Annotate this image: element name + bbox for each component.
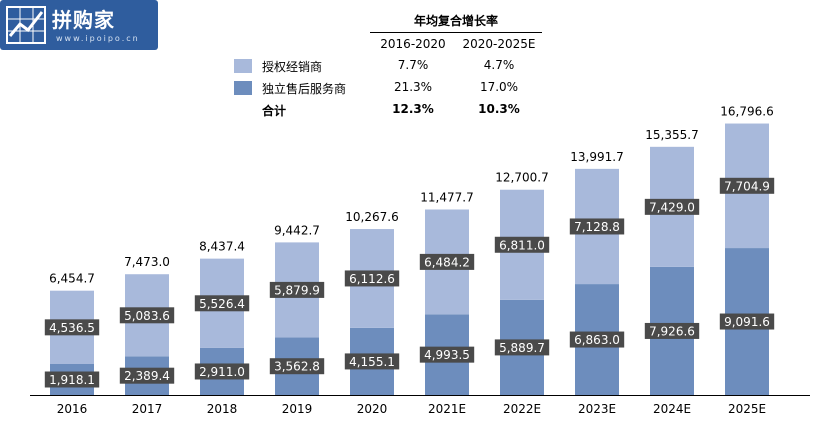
logo-text: 拼购家 [52, 8, 115, 32]
x-tick-label: 2018 [207, 402, 238, 416]
data-label-box [644, 198, 700, 215]
data-label: 6,484.2 [424, 255, 470, 269]
data-label-box [344, 353, 400, 370]
data-label-box [494, 236, 550, 253]
data-label-box [419, 346, 475, 363]
cagr-row-label: 授权经销商 [262, 60, 323, 74]
data-label-box [419, 253, 475, 270]
data-label: 3,562.8 [274, 360, 320, 374]
data-label: 6,811.0 [499, 238, 545, 252]
data-label-box [194, 363, 250, 380]
data-label: 2,911.0 [199, 365, 245, 379]
x-tick-label: 2020 [357, 402, 388, 416]
cagr-row: 授权经销商 7.7% 4.7% [228, 56, 542, 76]
data-label-box [719, 313, 775, 330]
data-label: 5,526.4 [199, 297, 245, 311]
data-label: 1,918.1 [49, 373, 95, 387]
total-label: 13,991.7 [570, 150, 623, 164]
data-label: 6,863.0 [574, 333, 620, 347]
total-label: 8,437.4 [199, 240, 245, 254]
data-label-box [719, 177, 775, 194]
data-label-box [194, 295, 250, 312]
total-label: 15,355.7 [645, 128, 698, 142]
total-label: 16,796.6 [720, 105, 773, 119]
data-label: 4,155.1 [349, 355, 395, 369]
cagr-row: 独立售后服务商 21.3% 17.0% [228, 78, 542, 98]
cagr-row-label: 独立售后服务商 [262, 82, 347, 96]
data-label: 5,889.7 [499, 341, 545, 355]
data-label: 5,083.6 [124, 309, 170, 323]
x-tick-label: 2021E [428, 402, 466, 416]
chart-icon [6, 6, 46, 44]
total-label: 12,700.7 [495, 171, 548, 185]
data-label: 2,389.4 [124, 369, 170, 383]
data-label-box [644, 322, 700, 339]
data-label-box [44, 371, 100, 388]
x-tick-label: 2019 [282, 402, 313, 416]
x-tick-label: 2016 [57, 402, 88, 416]
cagr-row-total: 合计 12.3% 10.3% [228, 100, 542, 120]
data-label: 6,112.6 [349, 272, 395, 286]
total-label: 10,267.6 [345, 210, 398, 224]
data-label-box [119, 307, 175, 324]
total-label: 7,473.0 [124, 255, 170, 269]
data-label-box [494, 339, 550, 356]
data-label-box [119, 367, 175, 384]
x-tick-label: 2023E [578, 402, 616, 416]
total-label: 6,454.7 [49, 272, 95, 286]
cagr-column-header: 2020-2025E [462, 37, 536, 51]
cagr-value: 10.3% [478, 102, 520, 116]
logo: 拼购家 www.ipoipo.cn [0, 0, 158, 50]
x-tick-label: 2024E [653, 402, 691, 416]
data-label-box [344, 270, 400, 287]
total-label: 9,442.7 [274, 223, 320, 237]
x-tick-label: 2022E [503, 402, 541, 416]
data-label: 7,128.8 [574, 220, 620, 234]
logo-url: www.ipoipo.cn [56, 34, 140, 43]
data-label: 4,536.5 [49, 321, 95, 335]
data-label-box [269, 358, 325, 375]
data-label: 7,926.6 [649, 324, 695, 338]
legend-swatch [234, 81, 252, 95]
cagr-value: 12.3% [392, 102, 434, 116]
cagr-row-label: 合计 [262, 104, 287, 118]
x-tick-label: 2025E [728, 402, 766, 416]
data-label-box [569, 331, 625, 348]
data-label-box [269, 281, 325, 298]
data-label-box [44, 319, 100, 336]
data-label: 5,879.9 [274, 283, 320, 297]
data-label: 7,429.0 [649, 200, 695, 214]
data-label: 4,993.5 [424, 348, 470, 362]
cagr-value: 21.3% [393, 80, 433, 94]
legend-swatch [234, 59, 252, 73]
cagr-value: 17.0% [479, 80, 519, 94]
total-label: 11,477.7 [420, 190, 473, 204]
cagr-value: 4.7% [483, 58, 515, 72]
cagr-value: 7.7% [397, 58, 429, 72]
cagr-title: 年均复合增长率 [370, 12, 542, 33]
x-tick-label: 2017 [132, 402, 163, 416]
data-label: 7,704.9 [724, 179, 770, 193]
cagr-column-header: 2016-2020 [380, 37, 446, 51]
data-label: 9,091.6 [724, 315, 770, 329]
data-label-box [569, 218, 625, 235]
